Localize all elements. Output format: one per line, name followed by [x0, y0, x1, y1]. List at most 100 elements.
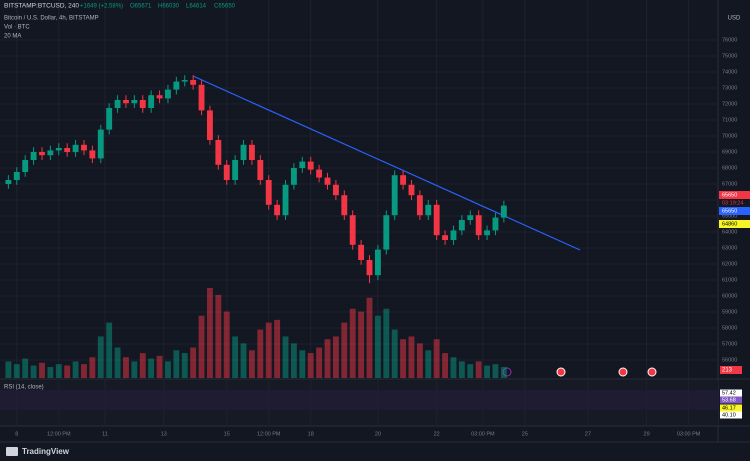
volume-bar: [366, 297, 373, 378]
x-tick-label: 20: [375, 431, 381, 437]
x-tick-label: 27: [585, 431, 591, 437]
volume-bar: [450, 357, 457, 378]
volume-bar: [240, 343, 247, 378]
rsi-title: RSI (14, close): [4, 385, 44, 391]
y-tick-label: 73000: [722, 85, 737, 91]
event-icon[interactable]: [618, 367, 628, 377]
volume-bar: [391, 329, 398, 378]
volume-bar: [316, 347, 323, 378]
ohlc-label: H66030: [158, 4, 180, 10]
volume-bar: [500, 366, 507, 378]
candle-body: [433, 204, 440, 236]
ohlc-label: O65671: [130, 4, 152, 10]
volume-bar: [467, 364, 474, 378]
y-tick-label: 61000: [722, 277, 737, 283]
candle-body: [215, 140, 222, 165]
volume-bar: [425, 350, 432, 378]
candle-body: [89, 150, 96, 159]
x-tick-label: 03:00 PM: [677, 431, 701, 437]
brand-logo: [6, 447, 18, 456]
y-tick-label: 59000: [722, 309, 737, 315]
ohlc-label: L64614: [186, 4, 207, 10]
candle-body: [475, 215, 482, 236]
volume-bar: [97, 336, 104, 378]
volume-bar: [131, 361, 138, 378]
candle-body: [366, 260, 373, 276]
volume-bar: [265, 322, 272, 378]
rsi-label: 57.42: [722, 390, 736, 396]
brand[interactable]: TradingView: [22, 447, 70, 456]
y-tick-label: 74000: [722, 69, 737, 75]
rsi-label-box: [720, 389, 742, 397]
x-tick-label: 18: [308, 431, 314, 437]
price-label-box: [719, 207, 750, 215]
price-label: 65650: [722, 192, 737, 198]
candle-body: [106, 108, 113, 130]
candle-body: [450, 230, 457, 240]
y-tick-label: 71000: [722, 117, 737, 123]
volume-bar: [30, 365, 37, 378]
volume-bar: [416, 343, 423, 378]
candle-body: [39, 152, 45, 156]
volume-bar: [408, 336, 415, 378]
trend-line[interactable]: [192, 75, 581, 251]
candle-body: [139, 100, 146, 108]
volume-bar: [190, 347, 197, 378]
rsi-label: 53.68: [722, 397, 736, 403]
candle-body: [148, 95, 155, 108]
x-tick-label: 22: [434, 431, 440, 437]
volume-bar: [5, 361, 12, 378]
x-tick-label: 29: [644, 431, 650, 437]
volume-bar: [442, 353, 449, 378]
currency: USD: [728, 16, 741, 22]
y-tick-label: 76000: [722, 37, 737, 43]
volume-bar: [349, 308, 356, 378]
candle-body: [408, 184, 415, 196]
volume-bar: [13, 364, 20, 378]
event-icon[interactable]: [556, 367, 566, 377]
volume-label-box: [720, 366, 742, 374]
price-label-box: [719, 191, 750, 199]
candle-body: [274, 204, 281, 216]
volume-bar: [173, 350, 180, 378]
rsi-label-box: [720, 411, 742, 419]
candle-body: [332, 184, 339, 196]
candle-body: [383, 215, 390, 250]
volume-bar: [181, 353, 188, 378]
candle-body: [324, 177, 331, 185]
volume-bar: [223, 311, 230, 378]
rsi-band: [0, 390, 718, 410]
volume-bar: [39, 362, 45, 378]
volume-bar: [299, 350, 306, 378]
volume-bar: [64, 365, 71, 378]
y-tick-label: 60000: [722, 293, 737, 299]
candle-body: [198, 84, 205, 111]
y-tick-label: 64000: [722, 229, 737, 235]
y-tick-label: 56000: [722, 357, 737, 363]
price-label: 65650: [722, 208, 737, 214]
candle-body: [123, 100, 129, 104]
volume-bar: [290, 343, 297, 378]
candle-body: [72, 144, 79, 152]
candle-body: [358, 244, 365, 260]
candle-body: [190, 80, 197, 85]
symbol-title[interactable]: BITSTAMP:BTCUSD, 240: [4, 3, 79, 10]
volume-bar: [374, 315, 381, 378]
volume-bar: [55, 364, 62, 378]
volume-bar: [47, 366, 54, 378]
candle-body: [400, 175, 407, 185]
candle-body: [341, 195, 348, 216]
candle-body: [299, 161, 306, 168]
y-tick-label: 70000: [722, 133, 737, 139]
indicator: 20 MA: [4, 34, 21, 40]
subtitle: Bitcoin / U.S. Dollar, 4h, BITSTAMP: [4, 16, 99, 22]
footer: [0, 442, 750, 461]
y-tick-label: 69000: [722, 149, 737, 155]
volume-bar: [81, 364, 87, 378]
volume-bar: [248, 350, 255, 378]
y-tick-label: 63000: [722, 245, 737, 251]
volume-bar: [358, 311, 365, 378]
event-icon[interactable]: [647, 367, 657, 377]
candle-body: [81, 144, 87, 151]
candle-body: [416, 195, 423, 216]
